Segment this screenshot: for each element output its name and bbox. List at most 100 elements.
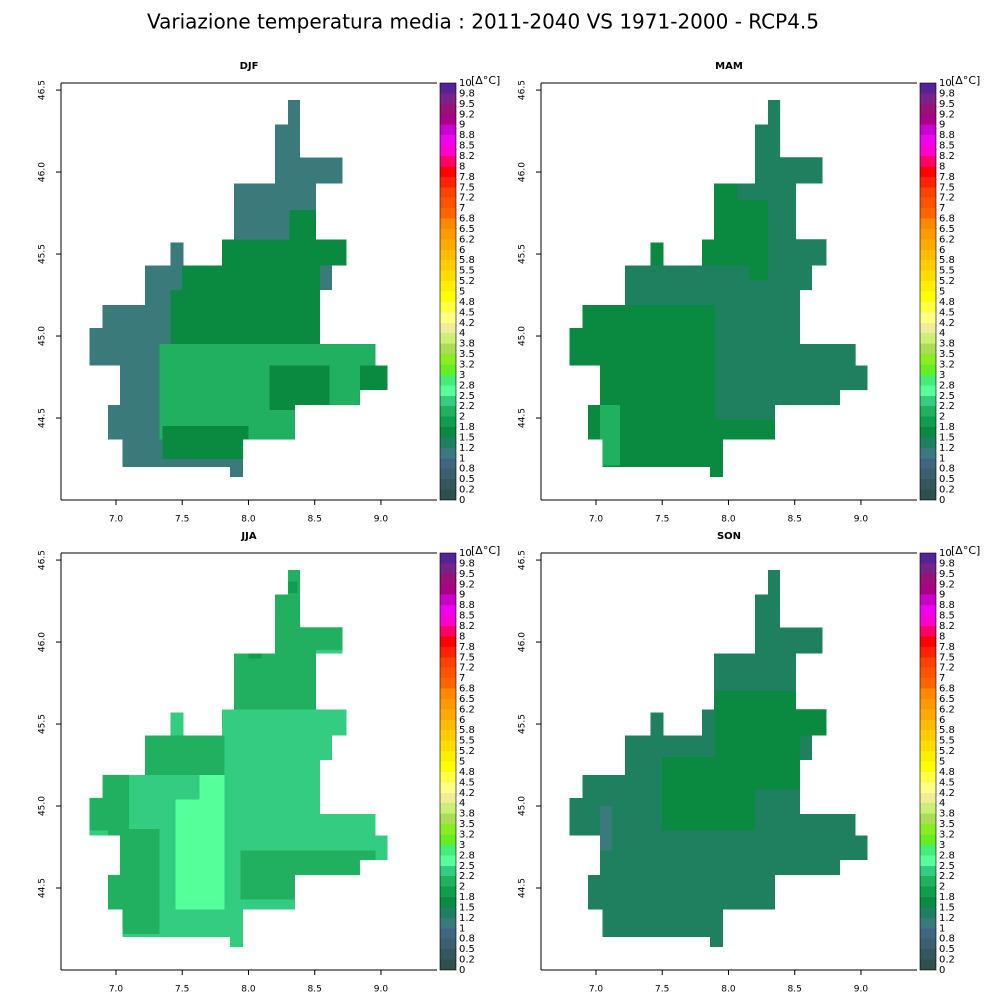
map-cell — [145, 735, 225, 775]
colorbar-swatch — [440, 406, 456, 417]
colorbar-label: 1 — [939, 923, 945, 934]
map-cell — [170, 242, 184, 266]
colorbar-label: 5 — [459, 757, 465, 768]
colorbar-swatch — [920, 343, 936, 355]
colorbar-label: 6.8 — [459, 684, 475, 695]
map-cell — [288, 581, 298, 593]
y-tick-label: 46.0 — [518, 162, 528, 182]
map-cell — [599, 835, 868, 861]
map-cell — [709, 937, 724, 948]
x-tick-label: 8.0 — [241, 985, 256, 995]
colorbar-swatch — [920, 959, 936, 970]
colorbar-label: 4 — [459, 798, 465, 809]
colorbar-swatch — [440, 625, 456, 637]
colorbar-label: 0.5 — [459, 474, 475, 485]
y-tick-label: 45.5 — [518, 244, 528, 264]
colorbar-label: 9.2 — [939, 109, 955, 120]
colorbar-swatch — [440, 730, 456, 741]
colorbar-swatch — [440, 771, 456, 783]
colorbar-swatch — [440, 782, 456, 793]
map-cell — [650, 242, 664, 266]
colorbar-swatch — [440, 824, 456, 835]
colorbar-label: 3 — [459, 840, 465, 851]
x-tick-label: 8.5 — [308, 985, 322, 995]
y-tick-label: 45.5 — [518, 714, 528, 734]
y-tick-label: 46.5 — [38, 550, 48, 570]
colorbar-label: 1.2 — [939, 913, 955, 924]
colorbar-swatch — [920, 187, 936, 198]
colorbar-swatch — [440, 688, 456, 699]
colorbar-swatch — [440, 301, 456, 313]
colorbar-label: 6.8 — [939, 214, 955, 225]
colorbar-swatch — [920, 844, 936, 856]
colorbar-label: 2.8 — [939, 380, 955, 391]
colorbar-swatch — [920, 740, 936, 752]
colorbar-swatch — [920, 176, 936, 188]
y-tick-label: 45.5 — [38, 714, 48, 734]
colorbar-swatch — [440, 333, 456, 344]
colorbar-label: 10 — [459, 548, 472, 559]
colorbar-swatch — [440, 447, 456, 459]
y-tick-label: 46.0 — [38, 632, 48, 652]
colorbar-swatch — [440, 93, 456, 104]
colorbar-swatch — [440, 83, 456, 94]
colorbar-label: 8.5 — [459, 141, 475, 152]
colorbar-swatch — [440, 155, 456, 167]
colorbar-label: 8.2 — [459, 621, 475, 632]
colorbar-swatch — [920, 792, 936, 804]
colorbar-label: 9 — [459, 120, 465, 131]
colorbar-label: 9.2 — [939, 579, 955, 590]
colorbar-label: 1 — [459, 923, 465, 934]
colorbar-swatch — [920, 374, 936, 386]
colorbar-swatch — [440, 709, 456, 720]
colorbar-label: 6.2 — [939, 234, 955, 245]
map-cell — [162, 426, 249, 460]
colorbar-swatch — [440, 239, 456, 250]
colorbar-swatch — [920, 447, 936, 459]
colorbar-swatch — [920, 312, 936, 323]
colorbar-swatch — [440, 187, 456, 198]
colorbar-swatch — [440, 949, 456, 960]
colorbar-label: 1.8 — [939, 422, 955, 433]
x-tick-label: 8.5 — [788, 985, 802, 995]
colorbar-unit: [Δ°C] — [951, 74, 980, 87]
colorbar-swatch — [920, 730, 936, 741]
colorbar-label: 9 — [939, 120, 945, 131]
x-tick-label: 7.5 — [655, 985, 669, 995]
colorbar-swatch — [920, 751, 936, 762]
colorbar-swatch — [440, 646, 456, 658]
colorbar-label: 5.5 — [939, 736, 955, 747]
colorbar-swatch — [920, 468, 936, 480]
colorbar-label: 4.5 — [459, 307, 475, 318]
colorbar-swatch — [440, 312, 456, 323]
colorbar-label: 5.8 — [459, 725, 475, 736]
colorbar-swatch — [440, 740, 456, 752]
colorbar-label: 9.5 — [459, 99, 475, 110]
colorbar-label: 7.5 — [459, 182, 475, 193]
x-tick-label: 9.0 — [854, 515, 869, 525]
colorbar-label: 7 — [459, 203, 465, 214]
colorbar-label: 9.5 — [939, 569, 955, 580]
colorbar-label: 2.8 — [459, 850, 475, 861]
colorbar-swatch — [920, 124, 936, 136]
colorbar-label: 7.2 — [459, 193, 475, 204]
colorbar-label: 0 — [459, 495, 465, 506]
map-cell — [170, 712, 184, 736]
colorbar-label: 0.5 — [459, 944, 475, 955]
colorbar-swatch — [440, 124, 456, 136]
map-cell — [274, 157, 343, 184]
y-tick-label: 44.5 — [518, 408, 528, 428]
colorbar-label: 5.5 — [459, 266, 475, 277]
colorbar-label: 5 — [459, 287, 465, 298]
colorbar-swatch — [920, 594, 936, 606]
colorbar-label: 5.5 — [459, 736, 475, 747]
colorbar-label: 6.2 — [459, 234, 475, 245]
colorbar-swatch — [440, 698, 456, 710]
map-cell — [754, 594, 781, 628]
y-tick-label: 44.5 — [518, 878, 528, 898]
panel-title: SON — [717, 531, 741, 542]
colorbar-label: 4.8 — [459, 297, 475, 308]
colorbar-label: 6.8 — [939, 684, 955, 695]
